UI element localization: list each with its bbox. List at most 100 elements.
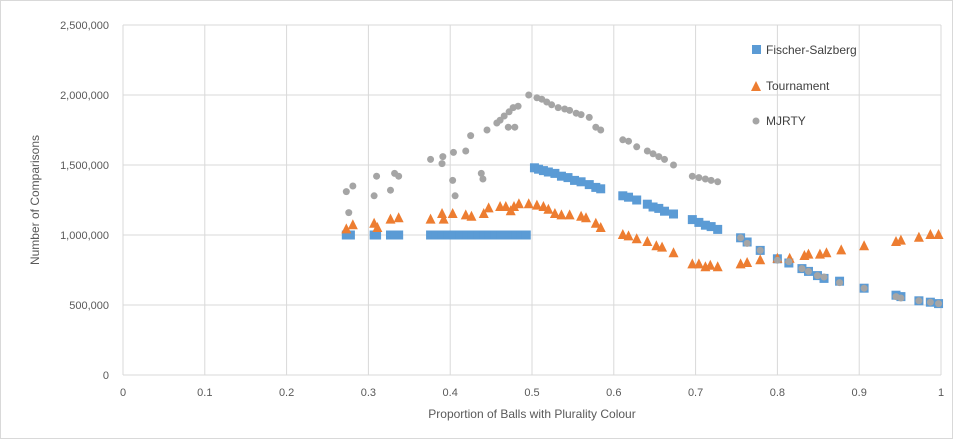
data-point-triangle: [668, 247, 679, 258]
data-point-circle: [525, 91, 533, 99]
x-tick-label: 0.7: [688, 387, 703, 399]
data-point-square: [648, 202, 658, 212]
data-point-triangle: [513, 198, 524, 209]
data-point-circle: [633, 143, 641, 151]
data-point-square: [570, 175, 580, 185]
data-point-circle: [449, 148, 457, 156]
data-point-triangle: [895, 234, 906, 245]
data-point-triangle: [933, 229, 944, 239]
data-point-triangle: [836, 244, 847, 255]
data-point-square: [521, 230, 531, 240]
data-point-square: [543, 167, 553, 177]
data-point-circle: [655, 153, 663, 161]
data-point-square: [642, 199, 652, 209]
data-point-square: [596, 184, 606, 194]
data-points: [341, 91, 944, 309]
data-point-circle: [566, 106, 574, 114]
data-point-square: [385, 230, 395, 240]
legend-label: MJRTY: [766, 114, 806, 128]
data-point-circle: [345, 209, 353, 217]
data-point-triangle: [631, 233, 642, 244]
data-point-triangle: [859, 240, 870, 251]
data-point-triangle: [712, 261, 723, 272]
data-point-triangle: [617, 229, 628, 239]
x-tick-label: 0: [120, 387, 126, 399]
data-point-circle: [670, 161, 678, 169]
data-point-circle: [438, 160, 446, 168]
data-point-circle: [462, 147, 470, 155]
data-point-triangle: [437, 208, 448, 218]
data-point-circle: [514, 102, 522, 110]
x-tick-label: 0.3: [361, 387, 376, 399]
data-point-triangle: [623, 230, 634, 241]
data-point-triangle: [523, 198, 534, 209]
data-point-circle: [577, 111, 585, 119]
data-point-triangle: [438, 213, 449, 224]
x-axis-title: Proportion of Balls with Plurality Colou…: [428, 407, 635, 421]
data-point-circle: [373, 172, 381, 180]
data-point-square: [501, 230, 511, 240]
data-point-circle: [915, 297, 923, 305]
data-point-triangle: [466, 210, 477, 221]
legend-label: Fischer-Salzberg: [766, 43, 857, 57]
data-point-circle: [619, 136, 627, 144]
data-point-circle: [451, 192, 459, 200]
data-point-circle: [477, 169, 485, 177]
legend-marker-circle: [752, 117, 760, 125]
data-point-square: [516, 230, 526, 240]
data-point-triangle: [500, 201, 511, 211]
data-point-triangle: [447, 208, 458, 218]
data-point-square: [455, 230, 465, 240]
data-point-triangle: [460, 209, 471, 220]
data-point-triangle: [705, 259, 716, 270]
y-axis-ticks: 0 500,000 1,000,000 1,500,000 2,000,000 2,500…: [60, 20, 109, 382]
data-point-square: [584, 180, 594, 190]
data-point-circle: [349, 182, 357, 190]
data-point-circle: [479, 175, 487, 183]
data-point-square: [479, 230, 489, 240]
data-point-square: [706, 222, 716, 232]
data-point-circle: [860, 284, 868, 292]
data-point-square: [372, 230, 382, 240]
data-point-circle: [695, 174, 703, 182]
data-point-circle: [649, 150, 657, 158]
data-point-square: [490, 230, 500, 240]
data-point-triangle: [538, 201, 549, 211]
x-tick-label: 0.6: [606, 387, 621, 399]
x-tick-label: 0.8: [770, 387, 785, 399]
series-square: [341, 163, 944, 309]
data-point-circle: [500, 112, 508, 120]
data-point-square: [694, 217, 704, 227]
y-tick-label: 2,500,000: [60, 20, 109, 32]
data-point-circle: [756, 246, 764, 254]
data-point-circle: [688, 172, 696, 180]
y-tick-label: 1,000,000: [60, 230, 109, 242]
data-point-square: [345, 230, 355, 240]
data-point-circle: [926, 298, 934, 306]
data-point-square: [713, 224, 723, 234]
data-point-triangle: [590, 217, 601, 228]
data-point-triangle: [478, 208, 489, 218]
data-point-square: [654, 203, 664, 213]
data-point-circle: [785, 258, 793, 266]
data-point-triangle: [531, 199, 542, 210]
data-point-triangle: [755, 254, 766, 265]
data-point-triangle: [595, 222, 606, 232]
data-point-triangle: [821, 247, 832, 258]
data-point-circle: [554, 104, 562, 112]
data-point-circle: [661, 155, 669, 163]
data-point-circle: [439, 153, 447, 161]
data-point-square: [618, 191, 628, 201]
data-point-square: [624, 192, 634, 202]
data-point-circle: [370, 192, 378, 200]
legend: Fischer-Salzberg Tournament MJRTY: [751, 43, 857, 128]
data-point-triangle: [803, 248, 814, 259]
data-point-triangle: [372, 222, 383, 232]
data-point-square: [700, 220, 710, 230]
data-point-triangle: [693, 258, 704, 269]
data-point-triangle: [549, 208, 560, 218]
data-point-square: [591, 182, 601, 192]
data-point-triangle: [642, 236, 653, 246]
data-point-circle: [836, 279, 844, 287]
data-point-square: [448, 230, 458, 240]
